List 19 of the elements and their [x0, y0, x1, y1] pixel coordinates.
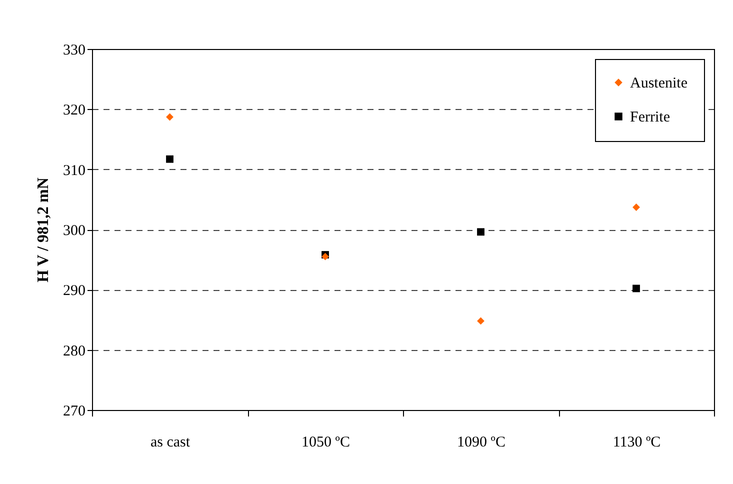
- x-tick-label: 1090 ºC: [457, 434, 506, 450]
- point: [477, 317, 484, 325]
- y-tick-label: 270: [63, 404, 86, 420]
- point: [477, 228, 484, 236]
- point: [166, 155, 174, 163]
- y-tick-label: 280: [63, 343, 86, 360]
- y-tick-label: 300: [63, 223, 86, 239]
- x-tick-label: 1130 ºC: [612, 434, 661, 450]
- y-tick-label: 310: [63, 162, 86, 179]
- legend-label: Austenite: [630, 76, 688, 92]
- x-tick-label: as cast: [150, 434, 191, 450]
- y-axis-title: H V / 981,2 mN: [35, 177, 52, 282]
- y-tick-label: 290: [63, 283, 86, 300]
- point: [632, 204, 640, 211]
- legend-label: Ferrite: [630, 110, 670, 126]
- y-tick-label: 320: [63, 102, 86, 119]
- point: [632, 284, 640, 292]
- y-tick-label: 330: [63, 42, 86, 58]
- x-tick-label: 1050 ºC: [302, 434, 350, 450]
